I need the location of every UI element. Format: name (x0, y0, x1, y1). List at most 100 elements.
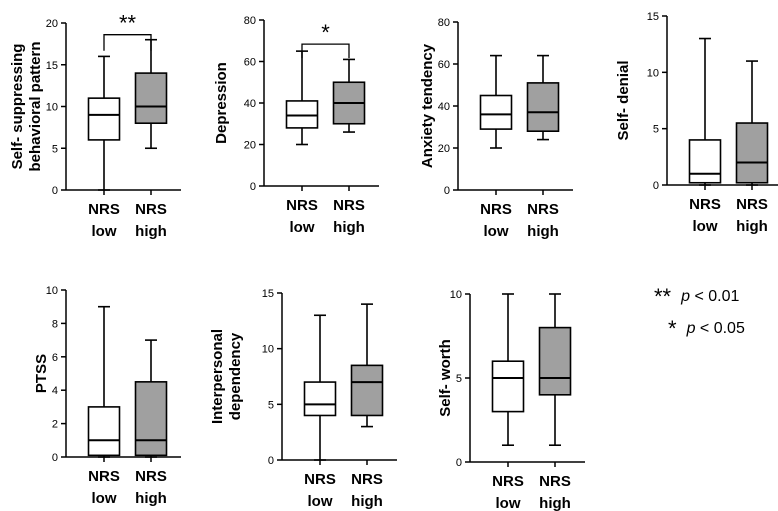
y-tick-label-5-3: 15 (262, 288, 274, 300)
y-tick-label-5-1: 5 (268, 399, 274, 411)
y-label-4-0: PTSS (33, 354, 50, 393)
category-label-1-0-0: NRS (286, 197, 318, 214)
legend-stars-1: * (668, 316, 677, 341)
box-2-1 (526, 82, 560, 133)
y-tick-label-1-0: 0 (250, 181, 256, 193)
y-tick-label-3-0: 0 (653, 180, 659, 192)
category-label-1-1-0: NRS (333, 197, 365, 214)
y-tick-label-0-1: 5 (52, 143, 58, 155)
y-tick-label-2-2: 40 (438, 101, 450, 113)
y-tick-label-4-4: 8 (52, 318, 58, 330)
y-label-3-0: Self- denial (615, 60, 632, 140)
category-label-2-1-0: NRS (527, 201, 559, 218)
y-tick-label-0-0: 0 (52, 185, 58, 197)
legend-row-0: ** p < 0.01 (654, 284, 739, 310)
y-label-0-1: behavioral pattern (27, 41, 44, 171)
category-label-4-0-1: low (92, 490, 117, 507)
panel-0: 0 5 10 15 20 Self- suppressing behavioral patt… (9, 11, 181, 240)
category-label-5-0-1: low (308, 493, 333, 510)
y-tick-label-4-0: 0 (52, 452, 58, 464)
box-2-0 (479, 94, 513, 130)
y-tick-label-4-1: 2 (52, 419, 58, 431)
category-label-0-0-1: low (92, 223, 117, 240)
category-label-3-0-0: NRS (689, 196, 721, 213)
category-label-0-0-0: NRS (88, 201, 120, 218)
y-tick-label-4-2: 4 (52, 385, 58, 397)
y-label-5-0: Interpersonal (209, 329, 226, 424)
y-label-5-1: dependency (227, 332, 244, 420)
category-label-4-0-0: NRS (88, 468, 120, 485)
y-label-6-0: Self- worth (437, 339, 454, 417)
box-3-1 (735, 122, 769, 184)
significance-bracket-0 (103, 34, 152, 51)
panel-6: 0 5 10 Self- worth NRS low NRS high (437, 289, 585, 511)
box-6-1 (538, 326, 572, 396)
y-tick-label-2-1: 20 (438, 143, 450, 155)
y-tick-label-5-0: 0 (268, 455, 274, 467)
box-0-0 (87, 97, 121, 141)
category-label-2-0-1: low (484, 223, 509, 240)
category-label-6-1-0: NRS (539, 473, 571, 490)
box-1-0 (285, 100, 319, 129)
panel-1: 0 20 40 60 80 Depression NRS low NRS high * (213, 15, 379, 236)
box-5-1 (350, 364, 384, 417)
significance-stars-1: * (321, 20, 330, 45)
y-tick-label-1-1: 20 (244, 140, 256, 152)
y-tick-label-6-1: 5 (456, 373, 462, 385)
category-label-6-0-0: NRS (492, 473, 524, 490)
category-label-4-1-0: NRS (135, 468, 167, 485)
y-tick-label-2-3: 60 (438, 59, 450, 71)
box-5-0 (303, 381, 337, 417)
category-label-0-1-0: NRS (135, 201, 167, 218)
y-tick-label-5-2: 10 (262, 344, 274, 356)
panel-5: 0 5 10 15 Interpersonal dependency NRS low NRS hi… (209, 288, 397, 510)
box-6-0 (491, 360, 525, 413)
category-label-0-1-1: high (135, 223, 167, 240)
y-tick-label-3-1: 5 (653, 124, 659, 136)
category-label-2-1-1: high (527, 223, 559, 240)
y-tick-label-1-3: 60 (244, 57, 256, 69)
y-label-0-0: Self- suppressing (9, 44, 26, 170)
category-label-5-1-0: NRS (351, 471, 383, 488)
category-label-1-0-1: low (290, 219, 315, 236)
panel-2: 0 20 40 60 80 Anxiety tendency NRS low NRS high (419, 17, 573, 240)
y-tick-label-4-5: 10 (46, 285, 58, 297)
y-tick-label-2-4: 80 (438, 17, 450, 29)
category-label-6-1-1: high (539, 495, 571, 511)
y-label-2-0: Anxiety tendency (419, 43, 436, 168)
box-3-0 (688, 139, 722, 184)
category-label-2-0-0: NRS (480, 201, 512, 218)
legend-rel-0: < 0.01 (694, 288, 740, 306)
y-tick-label-0-3: 15 (46, 60, 58, 72)
y-tick-label-2-0: 0 (444, 185, 450, 197)
legend-rel-1: < 0.05 (699, 320, 745, 338)
y-tick-label-1-2: 40 (244, 98, 256, 110)
legend-stars-0: ** (654, 284, 672, 309)
category-label-1-1-1: high (333, 219, 365, 236)
y-tick-label-3-3: 15 (647, 11, 659, 23)
y-tick-label-0-4: 20 (46, 18, 58, 30)
legend-p-1: p (686, 320, 696, 338)
y-tick-label-3-2: 10 (647, 67, 659, 79)
y-tick-label-4-3: 6 (52, 352, 58, 364)
panel-3: 0 5 10 15 Self- denial NRS low NRS high (615, 11, 778, 235)
legend-p-0: p (681, 288, 691, 306)
category-label-3-1-0: NRS (736, 196, 768, 213)
significance-stars-0: ** (119, 11, 137, 36)
category-label-5-0-0: NRS (304, 471, 336, 488)
category-label-5-1-1: high (351, 493, 383, 510)
box-4-1 (134, 381, 168, 457)
significance-bracket-1 (301, 43, 350, 59)
y-tick-label-6-0: 0 (456, 457, 462, 469)
y-tick-label-1-4: 80 (244, 15, 256, 27)
y-label-1-0: Depression (213, 62, 230, 144)
panel-4: 0 2 4 6 8 10 PTSS NRS low NRS high (33, 285, 181, 507)
y-tick-label-0-2: 10 (46, 102, 58, 114)
box-0-1 (134, 72, 168, 124)
category-label-4-1-1: high (135, 490, 167, 507)
box-4-0 (87, 406, 121, 457)
category-label-6-0-1: low (496, 495, 521, 511)
legend-row-1: * p < 0.05 (668, 316, 745, 342)
y-tick-label-6-2: 10 (450, 289, 462, 301)
